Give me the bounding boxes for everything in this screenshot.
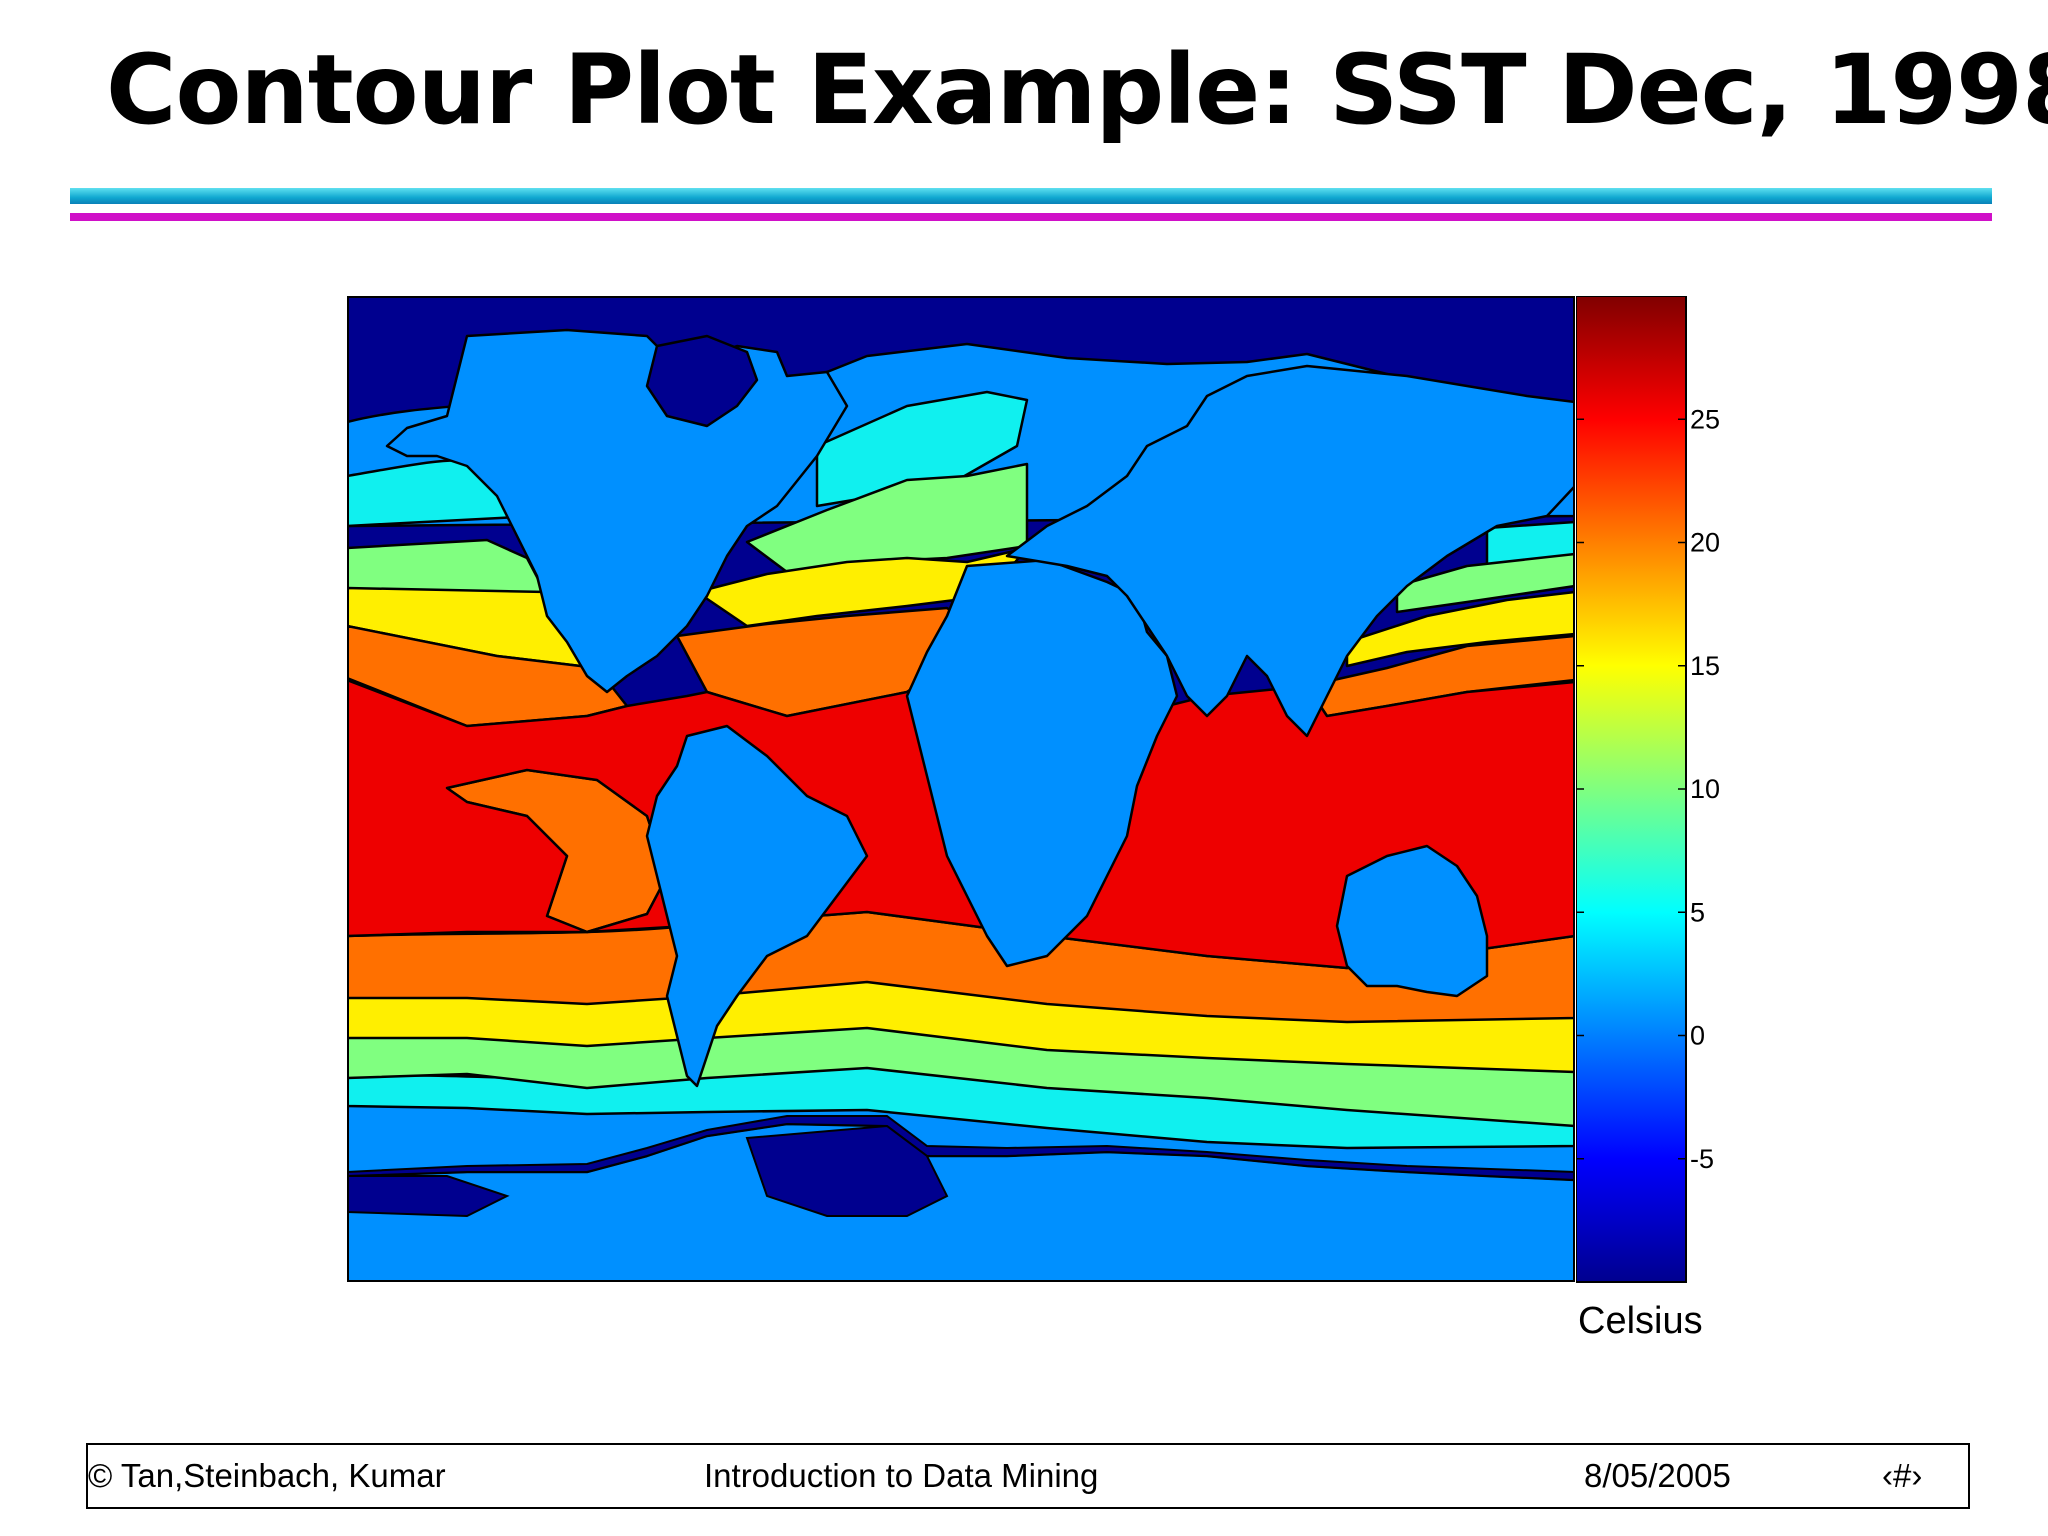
- colorbar-tick-label: 20: [1690, 528, 1720, 558]
- land-masses: [347, 328, 1575, 1282]
- colorbar: -5 0 5 10 15 20 25: [1576, 296, 1720, 1283]
- footer-date: 8/05/2005: [1584, 1457, 1731, 1494]
- sst-contour-map: [347, 296, 1575, 1282]
- slide-footer: © Tan,Steinbach, Kumar Introduction to D…: [86, 1443, 1970, 1509]
- land-greenland: [645, 334, 759, 428]
- antarctic-ice-west: [347, 1175, 510, 1218]
- band-15-20-north-pac: [1345, 590, 1575, 668]
- band-10-15-north-pac: [1395, 552, 1575, 614]
- land-south-america: [645, 724, 869, 1088]
- footer-page-number: ‹#›: [1882, 1457, 1923, 1494]
- band-5-10-north-pac: [1485, 520, 1575, 568]
- antarctic-ice: [347, 1115, 1575, 1218]
- slide-title: Contour Plot Example: SST Dec, 1998: [106, 34, 2048, 146]
- antarctic-ice-east: [745, 1124, 949, 1217]
- colorbar-tick-label: 0: [1690, 1021, 1705, 1051]
- footer-course: Introduction to Data Mining: [704, 1457, 1099, 1494]
- title-rule-cyan: [70, 188, 1992, 204]
- colorbar-tick-label: 15: [1690, 651, 1720, 681]
- land-australia: [1335, 844, 1489, 998]
- colorbar-tick-label: 5: [1690, 897, 1705, 927]
- band-5-10-north-atl: [815, 390, 1029, 508]
- land-africa: [905, 558, 1179, 968]
- colorbar-tick-label: -5: [1690, 1144, 1714, 1174]
- colorbar-tick-label: 10: [1690, 774, 1720, 804]
- colorbar-gradient: [1576, 296, 1687, 1283]
- footer-authors: © Tan,Steinbach, Kumar: [88, 1457, 446, 1494]
- antarctic-ice-shelf: [347, 1115, 1575, 1182]
- colorbar-tick-label: 25: [1690, 404, 1720, 434]
- title-rule-magenta: [70, 213, 1992, 221]
- colorbar-ticks: -5 0 5 10 15 20 25: [1576, 404, 1720, 1174]
- land-eurasia: [1005, 364, 1575, 738]
- map-frame: [347, 296, 1575, 1282]
- colorbar-label: Celsius: [1578, 1300, 1703, 1342]
- land-north-america: [385, 328, 849, 694]
